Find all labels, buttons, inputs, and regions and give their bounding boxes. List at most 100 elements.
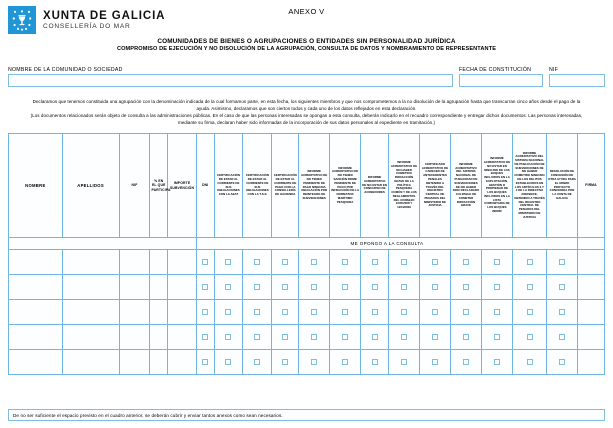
checkbox[interactable] [432, 309, 438, 315]
checkbox[interactable] [462, 334, 469, 340]
row-0-checkbox-cell-17[interactable] [546, 249, 579, 275]
row-2-checkbox-cell-7[interactable] [242, 299, 273, 325]
row-2-input-cell-4[interactable] [167, 299, 197, 325]
row-2-checkbox-cell-8[interactable] [271, 299, 300, 325]
checkbox[interactable] [311, 334, 318, 340]
checkbox[interactable] [493, 334, 500, 340]
row-4-checkbox-cell-15[interactable] [480, 349, 513, 375]
row-4-checkbox-cell-8[interactable] [271, 349, 300, 375]
row-0-checkbox-cell-7[interactable] [242, 249, 273, 275]
row-3-input-cell-2[interactable] [118, 324, 151, 350]
checkbox[interactable] [202, 284, 209, 290]
row-0-input-cell-1[interactable] [61, 249, 120, 275]
checkbox[interactable] [254, 334, 261, 340]
checkbox[interactable] [225, 309, 232, 315]
row-1-input-cell-4[interactable] [167, 274, 197, 300]
nombre-comunidad-input[interactable] [8, 74, 453, 87]
checkbox[interactable] [342, 259, 349, 265]
row-3-checkbox-cell-13[interactable] [419, 324, 451, 350]
row-2-input-cell-3[interactable] [149, 299, 169, 325]
row-1-input-cell-2[interactable] [118, 274, 151, 300]
row-3-checkbox-cell-10[interactable] [329, 324, 362, 350]
row-4-input-cell-3[interactable] [149, 349, 169, 375]
row-1-input-cell-0[interactable] [8, 274, 63, 300]
row-4-checkbox-cell-9[interactable] [298, 349, 331, 375]
row-2-input-cell-1[interactable] [61, 299, 120, 325]
row-3-checkbox-cell-11[interactable] [360, 324, 390, 350]
checkbox[interactable] [526, 284, 533, 290]
row-1-checkbox-cell-12[interactable] [388, 274, 421, 300]
row-1-input-cell-1[interactable] [61, 274, 120, 300]
checkbox[interactable] [282, 309, 289, 315]
row-0-input-cell-0[interactable] [8, 249, 63, 275]
checkbox[interactable] [493, 259, 500, 265]
checkbox[interactable] [225, 334, 232, 340]
row-3-input-cell-0[interactable] [8, 324, 63, 350]
checkbox[interactable] [371, 334, 378, 340]
checkbox[interactable] [462, 284, 469, 290]
row-1-checkbox-cell-14[interactable] [450, 274, 482, 300]
row-3-checkbox-cell-9[interactable] [298, 324, 331, 350]
checkbox[interactable] [225, 259, 232, 265]
checkbox[interactable] [526, 309, 533, 315]
row-0-checkbox-cell-5[interactable] [195, 249, 215, 275]
checkbox[interactable] [342, 359, 349, 365]
row-2-checkbox-cell-12[interactable] [388, 299, 421, 325]
checkbox[interactable] [254, 309, 261, 315]
row-2-checkbox-cell-9[interactable] [298, 299, 331, 325]
checkbox[interactable] [526, 334, 533, 340]
checkbox[interactable] [202, 359, 209, 365]
checkbox[interactable] [493, 309, 500, 315]
checkbox[interactable] [432, 284, 438, 290]
row-2-input-cell-0[interactable] [8, 299, 63, 325]
checkbox[interactable] [401, 259, 408, 265]
row-1-input-cell-18[interactable] [577, 274, 605, 300]
row-1-checkbox-cell-17[interactable] [546, 274, 579, 300]
checkbox[interactable] [371, 284, 378, 290]
row-4-input-cell-0[interactable] [8, 349, 63, 375]
row-4-input-cell-18[interactable] [577, 349, 605, 375]
checkbox[interactable] [342, 309, 349, 315]
row-2-checkbox-cell-16[interactable] [511, 299, 548, 325]
row-0-checkbox-cell-13[interactable] [419, 249, 451, 275]
row-1-checkbox-cell-9[interactable] [298, 274, 331, 300]
checkbox[interactable] [225, 284, 232, 290]
row-4-checkbox-cell-11[interactable] [360, 349, 390, 375]
row-1-checkbox-cell-7[interactable] [242, 274, 273, 300]
row-1-checkbox-cell-10[interactable] [329, 274, 362, 300]
row-1-checkbox-cell-16[interactable] [511, 274, 548, 300]
checkbox[interactable] [311, 359, 318, 365]
checkbox[interactable] [311, 284, 318, 290]
checkbox[interactable] [282, 284, 289, 290]
row-2-checkbox-cell-10[interactable] [329, 299, 362, 325]
row-4-checkbox-cell-14[interactable] [450, 349, 482, 375]
row-3-input-cell-3[interactable] [149, 324, 169, 350]
row-1-checkbox-cell-6[interactable] [213, 274, 244, 300]
checkbox[interactable] [282, 359, 289, 365]
row-2-checkbox-cell-13[interactable] [419, 299, 451, 325]
checkbox[interactable] [342, 334, 349, 340]
checkbox[interactable] [401, 359, 408, 365]
checkbox[interactable] [311, 259, 318, 265]
row-0-checkbox-cell-11[interactable] [360, 249, 390, 275]
checkbox[interactable] [462, 309, 469, 315]
row-4-input-cell-2[interactable] [118, 349, 151, 375]
row-2-input-cell-18[interactable] [577, 299, 605, 325]
checkbox[interactable] [342, 284, 349, 290]
checkbox[interactable] [282, 259, 289, 265]
checkbox[interactable] [225, 359, 232, 365]
fecha-constitucion-input[interactable] [459, 74, 543, 87]
row-2-input-cell-2[interactable] [118, 299, 151, 325]
row-4-checkbox-cell-10[interactable] [329, 349, 362, 375]
checkbox[interactable] [526, 359, 533, 365]
checkbox[interactable] [559, 259, 566, 265]
checkbox[interactable] [493, 359, 500, 365]
row-0-input-cell-4[interactable] [167, 249, 197, 275]
row-0-checkbox-cell-8[interactable] [271, 249, 300, 275]
row-2-checkbox-cell-15[interactable] [480, 299, 513, 325]
checkbox[interactable] [202, 259, 209, 265]
checkbox[interactable] [202, 334, 209, 340]
checkbox[interactable] [401, 309, 408, 315]
row-1-checkbox-cell-13[interactable] [419, 274, 451, 300]
checkbox[interactable] [432, 259, 438, 265]
